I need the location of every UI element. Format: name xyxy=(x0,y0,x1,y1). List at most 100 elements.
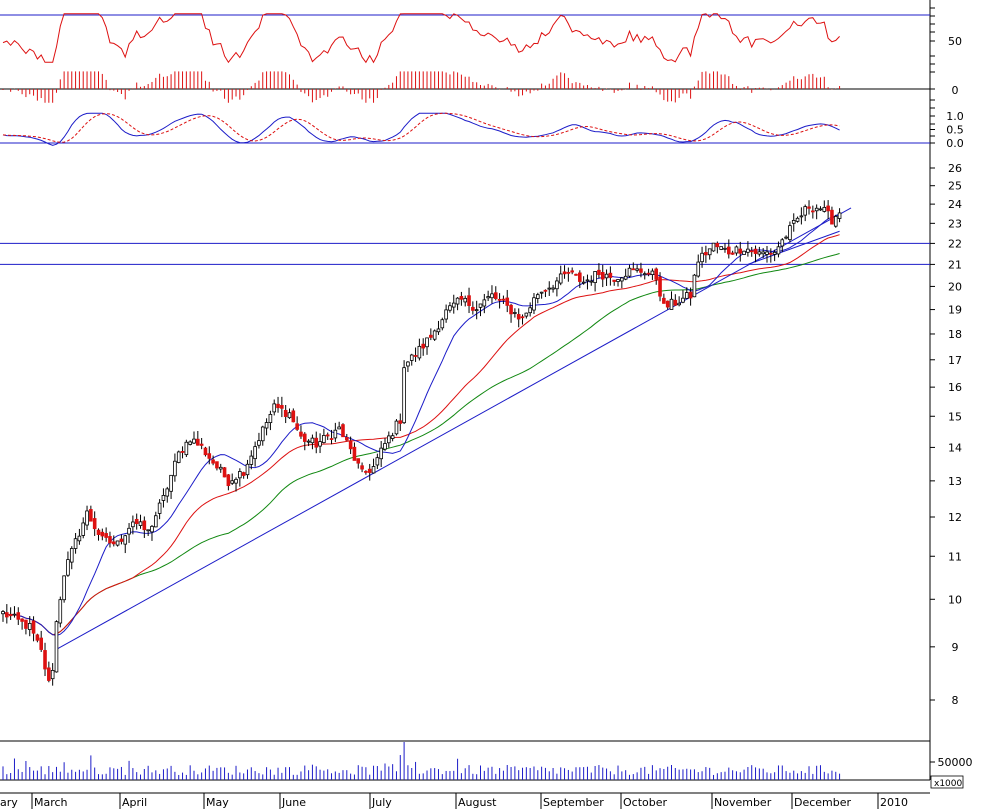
candle-body xyxy=(688,291,693,299)
volume-panel xyxy=(2,742,841,780)
candle-body xyxy=(20,618,24,622)
candle-body xyxy=(532,297,536,311)
candle-body xyxy=(528,307,532,314)
candle-body xyxy=(788,225,792,241)
candle-body xyxy=(467,295,471,306)
candle-body xyxy=(444,309,448,320)
price-tick-label: 14 xyxy=(948,441,962,454)
candle-body xyxy=(501,298,506,301)
candle-body xyxy=(558,273,563,284)
candle-body xyxy=(608,272,613,278)
candle-body xyxy=(662,297,666,304)
candle-body xyxy=(371,466,376,474)
candle-body xyxy=(89,509,93,522)
candle-body xyxy=(513,312,517,314)
candle-body xyxy=(192,438,196,444)
month-label: October xyxy=(623,796,667,809)
candle-body xyxy=(474,309,479,312)
candle-body xyxy=(196,438,200,446)
candle-body xyxy=(669,298,674,310)
candle-body xyxy=(432,330,437,340)
candle-body xyxy=(482,299,487,307)
candle-body xyxy=(681,297,685,303)
candle-body xyxy=(8,613,13,617)
price-tick-label: 17 xyxy=(948,354,962,367)
candle-body xyxy=(799,215,804,218)
candle-body xyxy=(134,518,139,524)
candle-body xyxy=(238,471,242,479)
candle-body xyxy=(375,457,380,466)
trendline-support xyxy=(56,207,852,650)
oscillator-tick-label: 0.0 xyxy=(946,137,964,150)
price-tick-label: 18 xyxy=(948,328,962,341)
candle-body xyxy=(234,478,238,484)
candle-body xyxy=(711,242,716,252)
candle-body xyxy=(700,252,704,263)
price-tick-label: 16 xyxy=(948,381,962,394)
candle-body xyxy=(406,361,410,367)
candle-body xyxy=(417,345,422,359)
x-axis-months: ary March April May June July August September O… xyxy=(0,792,930,809)
candle-body xyxy=(650,270,655,275)
candle-body xyxy=(738,248,743,254)
candle-body xyxy=(539,291,544,294)
candle-body xyxy=(226,474,231,487)
candle-body xyxy=(566,271,571,274)
candle-body xyxy=(520,316,525,319)
candle-body xyxy=(421,343,425,349)
candle-body xyxy=(497,298,502,301)
price-tick-label: 21 xyxy=(948,258,962,271)
month-label: 2010 xyxy=(880,796,908,809)
candle-body xyxy=(585,279,590,282)
candle-body xyxy=(402,367,406,424)
candle-body xyxy=(620,277,624,282)
candle-body xyxy=(673,299,678,306)
candle-body xyxy=(677,302,681,306)
candle-body xyxy=(249,455,254,465)
oscillator-panel xyxy=(2,112,840,146)
candle-body xyxy=(264,422,269,429)
candle-body xyxy=(39,637,43,650)
candle-body xyxy=(333,429,338,439)
candle-body xyxy=(463,297,468,303)
candle-body xyxy=(215,461,219,469)
candle-body xyxy=(600,271,605,280)
ma-mid-line xyxy=(2,234,840,636)
candle-body xyxy=(734,246,739,254)
candle-body xyxy=(723,247,727,250)
candle-body xyxy=(157,502,162,514)
candle-body xyxy=(833,215,838,227)
price-tick-label: 26 xyxy=(948,162,962,175)
candle-body xyxy=(436,328,441,333)
candle-body xyxy=(85,510,89,526)
ma-short-line xyxy=(2,213,840,637)
candle-body xyxy=(780,239,785,247)
candle-body xyxy=(612,279,616,282)
candle-body xyxy=(398,420,403,424)
candle-body xyxy=(387,435,391,444)
price-tick-label: 10 xyxy=(948,593,962,606)
candle-body xyxy=(188,441,192,445)
candle-body xyxy=(616,279,620,282)
candle-body xyxy=(555,280,559,290)
candle-body xyxy=(692,274,697,298)
candle-body xyxy=(245,463,250,476)
candle-body xyxy=(12,613,17,616)
candle-body xyxy=(791,219,796,224)
candle-body xyxy=(696,261,701,277)
candle-body xyxy=(268,413,273,424)
candle-body xyxy=(66,559,70,576)
candle-body xyxy=(314,437,319,448)
candle-body xyxy=(818,208,823,211)
candle-body xyxy=(390,435,395,439)
candle-body xyxy=(352,446,357,461)
candle-body xyxy=(77,535,82,542)
candle-body xyxy=(367,468,372,473)
candle-body xyxy=(516,314,521,320)
candle-body xyxy=(830,209,834,225)
candle-body xyxy=(765,251,769,255)
oscillator-tick-label: 1.0 xyxy=(946,110,964,123)
candle-body xyxy=(574,273,578,276)
candle-body xyxy=(241,472,246,476)
candle-body xyxy=(627,267,632,277)
